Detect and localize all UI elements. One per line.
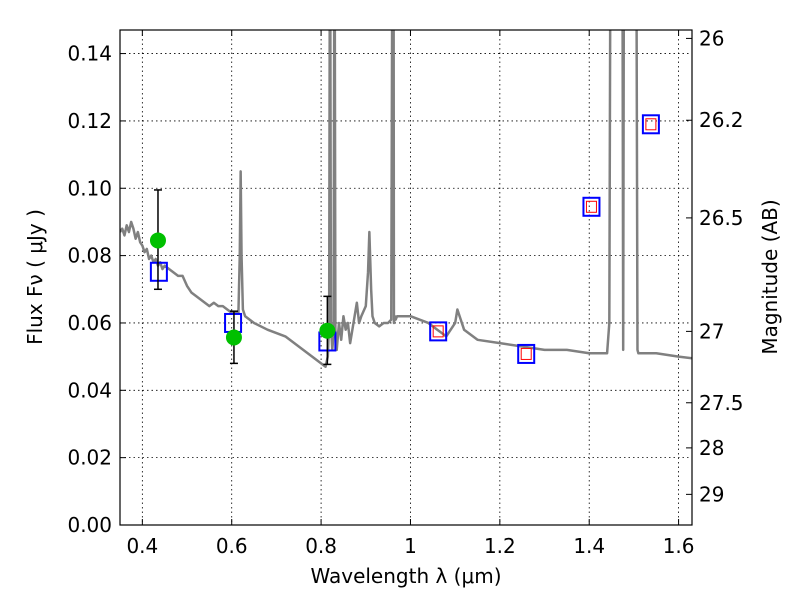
x-axis-title: Wavelength λ (μm) (310, 564, 501, 588)
axes: 0.4 0.6 0.8 1 1.2 1.4 1.6 0.00 0.02 0.04 0.06 0.08 0… (67, 26, 743, 558)
y2-tick-label: 28 (699, 436, 724, 460)
y-tick-label: 0.06 (67, 311, 112, 335)
y2-tick-label: 29 (699, 482, 724, 506)
model-photometry-square (517, 343, 536, 364)
y-tick-label: 0.12 (67, 109, 112, 133)
model-spectrum-line (120, 30, 692, 368)
y2-tick-label: 26.2 (699, 108, 744, 132)
model-photometry-square (149, 261, 168, 282)
y-tick-label: 0.00 (67, 513, 112, 537)
x-tick-label: 1.4 (573, 534, 605, 558)
observed-photometry-point (319, 322, 336, 339)
model-photometry-inner-square (645, 118, 657, 131)
x-tick-label: 1.2 (484, 534, 516, 558)
x-tick-label: 0.6 (216, 534, 248, 558)
x-tick-label: 0.4 (126, 534, 158, 558)
plot-frame (119, 29, 693, 526)
y-tick-label: 0.04 (67, 378, 112, 402)
y2-tick-label: 26 (699, 26, 724, 50)
observed-photometry-point (225, 329, 242, 346)
model-photometry-inner-square (520, 347, 532, 360)
y2-axis-title: Magnitude (AB) (758, 199, 782, 354)
model-photometry-inner-square (585, 200, 597, 213)
y2-tick-label: 26.5 (699, 206, 744, 230)
model-photometry-square (582, 196, 601, 217)
y-tick-label: 0.02 (67, 446, 112, 470)
y-tick-label: 0.08 (67, 244, 112, 268)
model-photometry-square (641, 114, 660, 135)
plot-area (120, 30, 692, 368)
observed-photometry-point (149, 232, 166, 249)
y-tick-label: 0.14 (67, 42, 112, 66)
y-axis-title: Flux Fν ( μJy ) (23, 209, 47, 345)
model-photometry-inner-square (432, 325, 444, 338)
grid (120, 30, 692, 526)
y-tick-label: 0.10 (67, 176, 112, 200)
y2-tick-label: 27 (699, 319, 724, 343)
x-tick-label: 1 (404, 534, 417, 558)
x-tick-label: 0.8 (305, 534, 337, 558)
y2-tick-label: 27.5 (699, 391, 744, 415)
x-tick-label: 1.6 (663, 534, 695, 558)
model-photometry-square (429, 321, 448, 342)
